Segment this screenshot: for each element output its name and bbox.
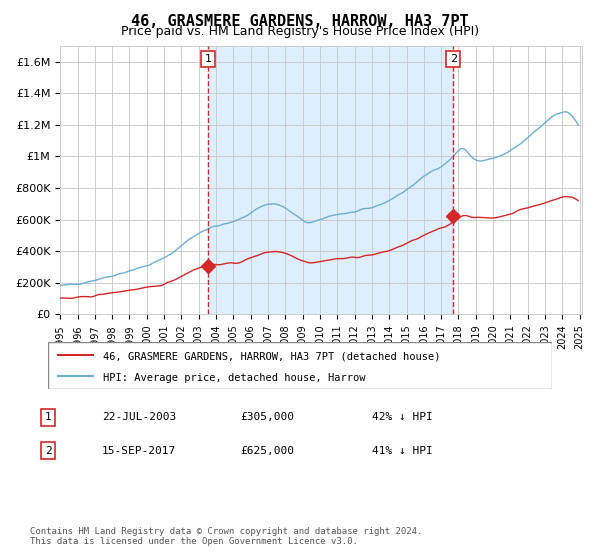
Text: 1: 1 (44, 412, 52, 422)
Text: HPI: Average price, detached house, Harrow: HPI: Average price, detached house, Harr… (103, 373, 366, 383)
Text: 15-SEP-2017: 15-SEP-2017 (102, 446, 176, 456)
Bar (208, 46, 454, 314)
Text: 42% ↓ HPI: 42% ↓ HPI (372, 412, 433, 422)
Text: £625,000: £625,000 (240, 446, 294, 456)
Text: 46, GRASMERE GARDENS, HARROW, HA3 7PT (detached house): 46, GRASMERE GARDENS, HARROW, HA3 7PT (d… (103, 352, 441, 362)
Text: 41% ↓ HPI: 41% ↓ HPI (372, 446, 433, 456)
Text: 1: 1 (205, 54, 212, 64)
Text: £305,000: £305,000 (240, 412, 294, 422)
Text: 2: 2 (44, 446, 52, 456)
Text: 22-JUL-2003: 22-JUL-2003 (102, 412, 176, 422)
FancyBboxPatch shape (48, 342, 552, 389)
Text: 2: 2 (450, 54, 457, 64)
Text: 46, GRASMERE GARDENS, HARROW, HA3 7PT: 46, GRASMERE GARDENS, HARROW, HA3 7PT (131, 14, 469, 29)
Text: Contains HM Land Registry data © Crown copyright and database right 2024.
This d: Contains HM Land Registry data © Crown c… (30, 526, 422, 546)
Text: Price paid vs. HM Land Registry's House Price Index (HPI): Price paid vs. HM Land Registry's House … (121, 25, 479, 38)
